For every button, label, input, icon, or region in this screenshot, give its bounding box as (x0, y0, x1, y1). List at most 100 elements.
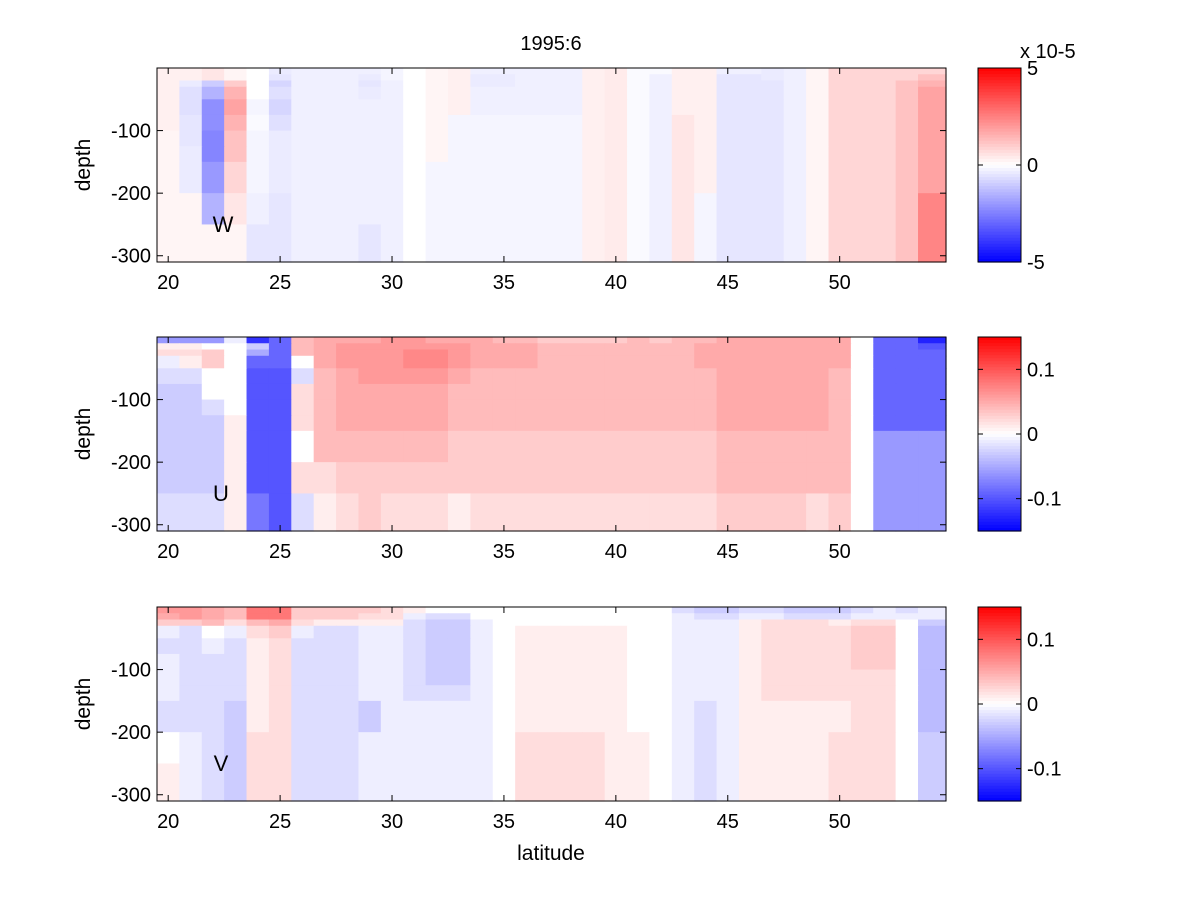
x-tick-label: 45 (717, 541, 739, 563)
heatmap-cell (895, 685, 919, 702)
heatmap-cell (336, 619, 360, 627)
heatmap-cell (850, 349, 874, 357)
heatmap-cell (358, 732, 382, 765)
heatmap-cell (403, 86, 427, 100)
heatmap-cell (738, 146, 762, 163)
heatmap-cell (537, 732, 561, 765)
heatmap-cell (828, 343, 852, 351)
colorbar-segment (978, 158, 1021, 163)
heatmap-cell (403, 355, 427, 369)
heatmap-cell (783, 355, 807, 369)
heatmap-cell (828, 349, 852, 357)
heatmap-cell (850, 86, 874, 100)
colorbar-segment (978, 728, 1021, 732)
heatmap-cell (649, 399, 673, 416)
heatmap-cell (291, 638, 315, 655)
heatmap-cell (515, 669, 539, 686)
colorbar-segment (978, 788, 1021, 793)
heatmap-cell (694, 355, 718, 369)
heatmap-cell (604, 613, 628, 621)
x-tick-label: 30 (381, 811, 403, 833)
heatmap-cell (783, 68, 807, 75)
heatmap-cell (179, 337, 203, 344)
heatmap-cell (806, 368, 830, 385)
colorbar-segment (978, 710, 1021, 714)
colorbar-segment (978, 237, 1021, 242)
colorbar: 0.1 0 -0.1 (977, 336, 1061, 532)
heatmap-cell (649, 607, 673, 614)
heatmap-cell (918, 607, 947, 614)
x-tick-label: 50 (829, 272, 851, 294)
heatmap-cell (358, 383, 382, 401)
colorbar-segment (978, 527, 1021, 532)
heatmap-cell (470, 430, 494, 463)
heatmap-cell (425, 607, 449, 614)
heatmap-cell (224, 732, 248, 765)
heatmap-cell (179, 399, 203, 416)
heatmap-cell (895, 224, 919, 263)
heatmap-cell (828, 700, 852, 733)
heatmap-cell (492, 99, 516, 116)
heatmap-cell (179, 415, 203, 432)
x-tick-label: 45 (717, 272, 739, 294)
heatmap-cell (738, 383, 762, 401)
heatmap-cell (671, 130, 695, 147)
heatmap-cell (380, 130, 404, 147)
heatmap-cell (537, 625, 561, 639)
colorbar-segment (978, 119, 1021, 124)
heatmap-cell (850, 399, 874, 416)
heatmap-cell (738, 462, 762, 495)
heatmap-cell (179, 130, 203, 147)
heatmap-cell (806, 399, 830, 416)
heatmap-cell (358, 68, 382, 75)
heatmap-cell (649, 114, 673, 132)
heatmap-cell (738, 700, 762, 733)
colorbar-segment (978, 240, 1021, 245)
heatmap-cell (761, 355, 785, 369)
heatmap-cell (738, 607, 762, 614)
heatmap-cell (649, 415, 673, 432)
heatmap-cell (492, 224, 516, 263)
heatmap-cell (873, 638, 897, 655)
heatmap-cell (761, 430, 785, 463)
heatmap-cell (291, 99, 315, 116)
heatmap-cell (604, 638, 628, 655)
heatmap-cell (671, 355, 695, 369)
heatmap-cell (291, 224, 315, 263)
heatmap-cell (358, 355, 382, 369)
heatmap-cell (313, 669, 337, 686)
heatmap-cell (806, 462, 830, 495)
heatmap-cell (201, 493, 225, 532)
heatmap-cell (492, 638, 516, 655)
colorbar-segment (978, 409, 1021, 414)
colorbar-segment (978, 688, 1021, 693)
heatmap-cell (403, 619, 427, 627)
heatmap-cell (380, 669, 404, 686)
heatmap-cell (336, 114, 360, 132)
heatmap-cell (738, 80, 762, 88)
heatmap-cell (447, 638, 471, 655)
colorbar-segment (978, 713, 1021, 717)
x-tick-label: 35 (493, 272, 515, 294)
heatmap-cell (380, 493, 404, 532)
heatmap-cell (268, 355, 292, 369)
heatmap-cell (918, 415, 947, 432)
heatmap-cell (738, 68, 762, 75)
heatmap-cell (179, 114, 203, 132)
heatmap-cell (246, 224, 270, 263)
heatmap-cell (738, 343, 762, 351)
heatmap-cell (783, 114, 807, 132)
heatmap-cell (515, 613, 539, 621)
heatmap-cell (447, 493, 471, 532)
heatmap-cell (403, 343, 427, 351)
heatmap-cell (850, 74, 874, 82)
heatmap-cell (268, 74, 292, 82)
heatmap-cell (895, 638, 919, 655)
heatmap-cell (716, 343, 740, 351)
heatmap-cell (918, 732, 947, 765)
heatmap-cell (716, 493, 740, 532)
colorbar-segment (978, 476, 1021, 481)
heatmap-cell (313, 700, 337, 733)
heatmap-cell (157, 114, 180, 132)
heatmap-cell (738, 669, 762, 686)
